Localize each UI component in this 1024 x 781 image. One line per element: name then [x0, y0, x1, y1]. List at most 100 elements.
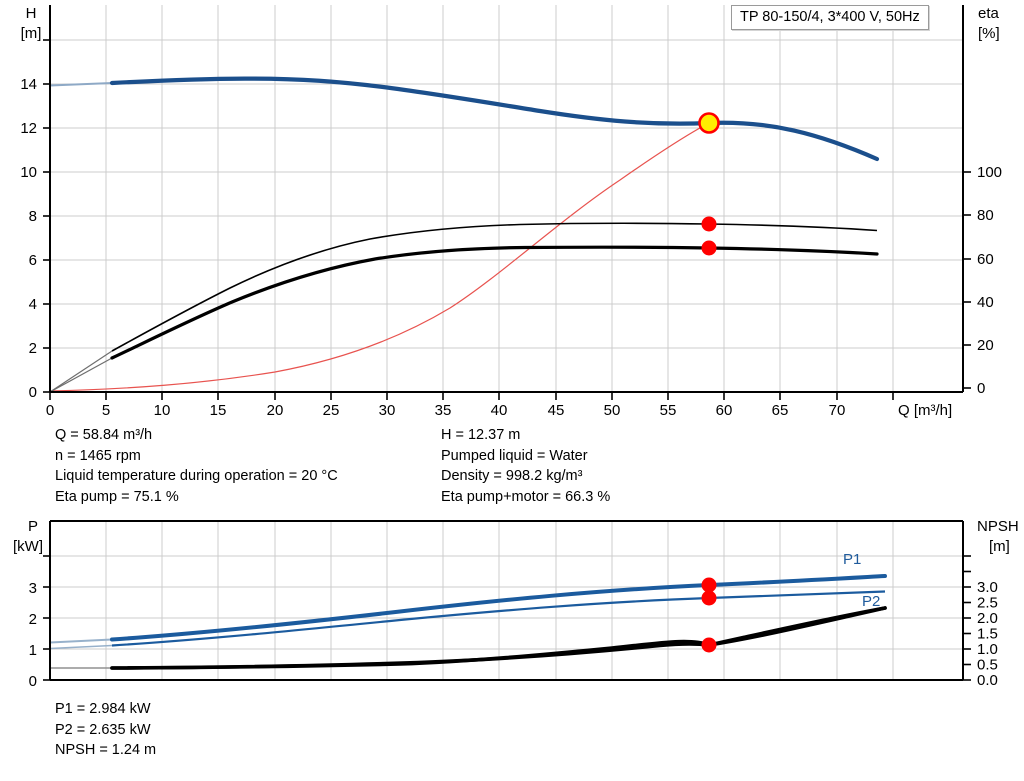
eta-pump-duty-marker	[701, 216, 717, 232]
top-chart-grid	[50, 5, 963, 392]
svg-text:60: 60	[977, 251, 994, 268]
svg-text:50: 50	[604, 402, 621, 419]
bottom-chart-grid	[50, 521, 963, 680]
svg-text:30: 30	[379, 402, 396, 419]
eta-pump-curve-thin	[49, 350, 113, 393]
npsh-axis-title-line2: [m]	[989, 538, 1010, 555]
svg-text:8: 8	[29, 208, 37, 225]
svg-text:80: 80	[977, 207, 994, 224]
bottom-right-ticks	[963, 555, 971, 681]
top-left-ticks	[43, 39, 50, 393]
svg-text:40: 40	[491, 402, 508, 419]
svg-text:3.0: 3.0	[977, 579, 998, 596]
svg-text:0: 0	[29, 384, 37, 401]
svg-text:14: 14	[20, 76, 37, 93]
svg-text:15: 15	[210, 402, 227, 419]
p2-duty-marker	[701, 590, 717, 606]
h-axis-title-line2: [m]	[21, 25, 42, 42]
svg-text:2: 2	[29, 340, 37, 357]
head-curve	[109, 76, 880, 162]
p-axis-title-line2: [kW]	[13, 538, 43, 555]
info-h: H = 12.37 m	[441, 427, 521, 443]
eta-pump-motor-duty-marker	[701, 240, 717, 256]
svg-text:6: 6	[29, 252, 37, 269]
svg-text:20: 20	[267, 402, 284, 419]
h-axis-tick-labels: 0 2 4 6 8 10 12 14	[20, 76, 37, 401]
svg-text:0: 0	[977, 380, 985, 397]
svg-text:25: 25	[323, 402, 340, 419]
svg-text:35: 35	[435, 402, 452, 419]
svg-text:0.5: 0.5	[977, 657, 998, 674]
top-right-ticks	[963, 171, 971, 389]
svg-text:40: 40	[977, 294, 994, 311]
svg-text:0: 0	[46, 402, 54, 419]
svg-text:1.0: 1.0	[977, 641, 998, 658]
info-liquid-temperature: Liquid temperature during operation = 20…	[55, 468, 338, 484]
model-title-box: TP 80-150/4, 3*400 V, 50Hz	[731, 5, 929, 30]
p2-curve	[111, 590, 886, 647]
svg-text:45: 45	[548, 402, 565, 419]
top-x-ticks	[49, 392, 894, 400]
p1-duty-marker	[701, 577, 717, 593]
npsh-axis-tick-labels: 0.0 0.5 1.0 1.5 2.0 2.5 3.0	[977, 579, 998, 689]
svg-text:1.5: 1.5	[977, 626, 998, 643]
eta-axis-title-line2: [%]	[978, 25, 1000, 42]
bottom-chart-axes	[48, 519, 965, 682]
operating-point-left-column: Q = 58.84 m³/h n = 1465 rpm Liquid tempe…	[55, 425, 338, 507]
p2-curve-label: P2	[862, 593, 880, 610]
top-red-curve	[49, 122, 710, 392]
info-q: Q = 58.84 m³/h	[55, 427, 153, 443]
eta-axis-tick-labels: 0 20 40 60 80 100	[977, 164, 1002, 397]
eta-axis-title-line1: eta	[978, 5, 1000, 22]
head-curve-thin	[49, 82, 113, 87]
svg-text:5: 5	[102, 402, 110, 419]
svg-text:12: 12	[20, 120, 37, 137]
svg-text:3: 3	[29, 580, 37, 597]
npsh-axis-title-line1: NPSH	[977, 518, 1019, 535]
power-summary: P1 = 2.984 kW P2 = 2.635 kW NPSH = 1.24 …	[55, 699, 156, 761]
svg-text:20: 20	[977, 337, 994, 354]
svg-text:0.0: 0.0	[977, 672, 998, 689]
info-eta-pump: Eta pump = 75.1 %	[55, 488, 179, 505]
npsh-duty-marker	[701, 637, 717, 653]
info-eta-pump-motor: Eta pump+motor = 66.3 %	[441, 488, 611, 505]
info-pumped-liquid: Pumped liquid = Water	[441, 447, 588, 464]
h-axis-title-line1: H	[26, 5, 37, 22]
p2-curve-thin	[49, 644, 113, 650]
q-axis-title: Q [m³/h]	[898, 402, 952, 419]
svg-text:2.0: 2.0	[977, 610, 998, 627]
p-axis-title-line1: P	[28, 518, 38, 535]
eta-pump-motor-curve-thin	[49, 357, 113, 393]
eta-pump-motor-curve	[110, 245, 879, 360]
top-chart-axes	[48, 5, 965, 394]
npsh-curve-segment	[110, 606, 887, 670]
svg-text:0: 0	[29, 673, 37, 690]
svg-text:55: 55	[660, 402, 677, 419]
p1-curve-thin	[49, 638, 113, 644]
p1-curve	[110, 574, 887, 642]
bottom-left-ticks	[43, 555, 50, 681]
info-p1: P1 = 2.984 kW	[55, 701, 151, 717]
svg-text:1: 1	[29, 642, 37, 659]
svg-text:60: 60	[716, 402, 733, 419]
svg-text:10: 10	[154, 402, 171, 419]
svg-text:4: 4	[29, 296, 37, 313]
svg-text:2.5: 2.5	[977, 595, 998, 612]
svg-text:2: 2	[29, 611, 37, 628]
p1-curve-label: P1	[843, 551, 861, 568]
info-n: n = 1465 rpm	[55, 447, 141, 464]
svg-text:70: 70	[829, 402, 846, 419]
p-axis-tick-labels: 0 1 2 3	[29, 580, 37, 690]
info-density: Density = 998.2 kg/m³	[441, 468, 583, 484]
svg-text:65: 65	[772, 402, 789, 419]
eta-pump-curve	[111, 222, 878, 352]
duty-point-marker	[698, 112, 720, 134]
info-npsh: NPSH = 1.24 m	[55, 742, 157, 758]
operating-point-right-column: H = 12.37 m Pumped liquid = Water Densit…	[441, 425, 610, 507]
info-p2: P2 = 2.635 kW	[55, 721, 151, 738]
svg-text:100: 100	[977, 164, 1002, 181]
q-axis-tick-labels: 0 5 10 15 20 25 30 35 40 45 50 55 60 65 …	[46, 402, 846, 419]
svg-text:10: 10	[20, 164, 37, 181]
